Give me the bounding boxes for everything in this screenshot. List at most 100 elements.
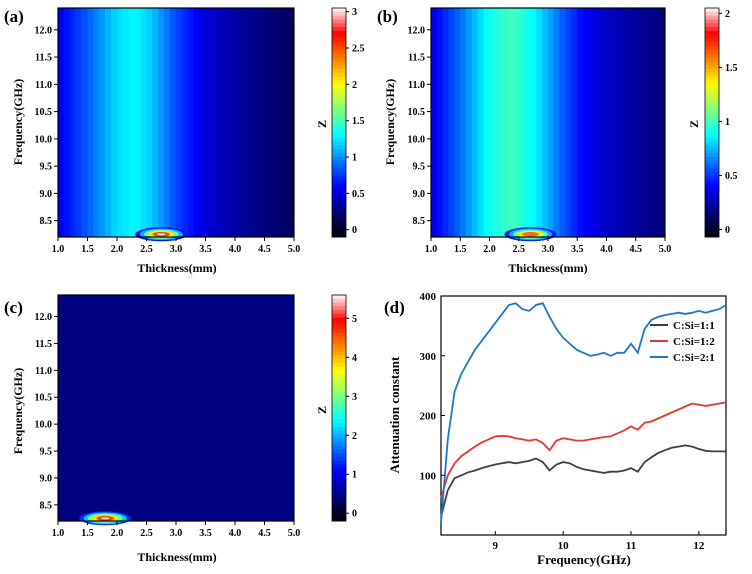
heatmap-plot-b: 1.0 1.5 2.0 2.5 3.0 3.5 4.0 4.5 5.0 8.5 9.0 9.5 10.0… [408,7,671,255]
colorbar-segment [332,445,346,450]
colorbar-segment [332,419,346,424]
y-tick-label: 10.0 [35,134,53,145]
colorbar-segment [332,430,346,435]
colorbar-segment [705,76,719,82]
colorbar-segment [705,198,719,204]
y-tick-label: 100 [420,470,437,482]
colorbar-segment [332,460,346,465]
heatmap-cell [465,8,473,237]
colorbar-segment [332,111,346,116]
x-axis-title-a: Thickness(mm) [137,261,216,275]
heatmap-cell [282,8,289,237]
colorbar-segment [332,42,346,47]
heatmap-cell [541,8,549,237]
y-axis-title-a: Frequency(GHz) [11,79,25,165]
colorbar-segment [332,91,346,97]
colorbar-tick-label: 1 [725,117,730,128]
x-tick-label: 11 [626,540,636,552]
y-tick-label: 11.0 [35,80,52,91]
colorbar-segment [332,404,346,409]
colorbar-segment [705,8,719,13]
colorbar-segment [332,11,346,17]
line-panel-d: (d) 9 10 11 12 100 200 300 400 C:Si=1:1 C:Si=1:2 C… [384,291,727,567]
heatmap-cell [211,8,218,237]
y-axis-title-b: Frequency(GHz) [383,79,397,165]
y-tick-label: 9.5 [40,162,53,173]
colorbar-segment [332,57,346,62]
colorbar-segment [705,15,719,20]
heatmap-plot-a: 1.0 1.5 2.0 2.5 3.0 3.5 4.0 4.5 5.0 8.5 9.0 9.5 10.0… [35,7,300,255]
line-plot-d: 9 10 11 12 100 200 300 400 C:Si=1:1 C:Si=1:2 C:Si=… [420,291,727,552]
colorbar-segment [332,321,346,326]
colorbar-segment [705,195,719,200]
colorbar-segment [705,179,719,185]
colorbar-segment [332,130,346,135]
heatmap-cell [205,8,212,237]
x-tick-label: 3.5 [199,528,212,539]
heatmap-cell [629,8,637,237]
colorbar-segment [332,332,346,337]
colorbar-segment [332,88,346,93]
colorbar-segment [705,206,719,211]
y-tick-label: 10.0 [35,420,53,431]
colorbar-segment [332,15,346,20]
colorbar-segment [332,19,346,24]
heatmap-cell [75,8,82,237]
heatmap-hotspot [156,233,166,236]
colorbar-segment [705,187,719,192]
heatmap-plot-c: 1.0 1.5 2.0 2.5 3.0 3.5 4.0 4.5 5.0 8.5 9.0 9.5 10.0… [35,294,300,539]
colorbar-segment [705,191,719,196]
colorbar-segment [332,30,346,36]
colorbar-segment [705,164,719,169]
y-tick-label: 9.0 [413,189,426,200]
colorbar-segment [332,340,346,345]
colorbar-segment [705,27,719,32]
colorbar-segment [332,426,346,432]
colorbar-segment [332,80,346,85]
heatmap-cell [69,8,77,237]
colorbar-segment [332,34,346,40]
colorbar-segment [705,126,719,131]
colorbar-segment [705,103,719,108]
colorbar-segment [332,198,346,204]
colorbar-segment [332,343,346,349]
colorbar-tick-label: 1 [352,470,357,481]
x-tick-label: 3.0 [170,244,183,255]
colorbar-segment [705,38,719,43]
colorbar-b: 0 0.5 1 1.5 2 [704,7,738,238]
x-tick-label: 1.0 [425,244,438,255]
y-tick-label: 11.0 [35,366,52,377]
colorbar-segment [332,233,346,238]
x-tick-label: 1.0 [52,244,65,255]
heatmap-cell [93,8,100,237]
colorbar-segment [332,408,346,413]
colorbar-segment [332,385,346,390]
heatmap-cell [530,8,537,237]
panel-label-c: (c) [4,298,23,317]
colorbar-segment [332,225,346,230]
colorbar-segment [332,453,346,458]
colorbar-segment [332,183,346,188]
heatmap-cell [512,8,520,237]
colorbar-segment [332,502,346,507]
colorbar-segment [705,95,719,101]
heatmap-cell [553,8,561,237]
heatmap-cell [122,8,130,237]
heatmap-cell [658,8,666,237]
x-tick-label: 2.0 [483,244,496,255]
heatmap-cell [477,8,485,237]
colorbar-segment [332,377,346,383]
heatmap-cell [547,8,555,237]
colorbar-segment [705,202,719,207]
panel-label-d: (d) [384,298,405,317]
colorbar-segment [332,295,346,300]
x-tick-label: 3.5 [571,244,584,255]
heatmap-cell [454,8,461,237]
heatmap-hotspot [526,233,535,236]
colorbar-segment [332,122,346,127]
colorbar-segment [332,483,346,488]
colorbar-segment [332,306,346,311]
colorbar-segment [332,107,346,112]
heatmap-cell [506,8,514,237]
colorbar-segment [332,172,346,177]
